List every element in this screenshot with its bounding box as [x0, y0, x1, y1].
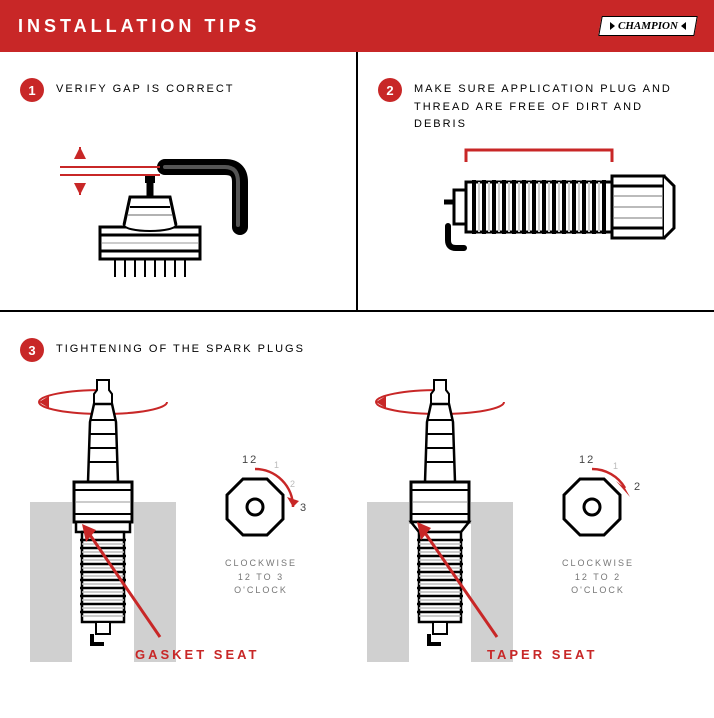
gap-illustration [20, 107, 320, 287]
plug-gasket: 12 1 2 3 CLOCKWISE12 TO 3 O'CLOCK GASKET… [20, 372, 357, 692]
plug-taper: 12 1 2 CLOCKWISE12 TO 2 O'CLOCK TAPER SE… [357, 372, 694, 692]
top-panels: 1 VERIFY GAP IS CORRECT [0, 52, 714, 312]
step-title: VERIFY GAP IS CORRECT [56, 78, 235, 99]
plugs-row: 12 1 2 3 CLOCKWISE12 TO 3 O'CLOCK GASKET… [20, 372, 694, 692]
step-title: TIGHTENING OF THE SPARK PLUGS [56, 338, 305, 359]
gasket-plug-illustration [20, 372, 370, 692]
panel-step-3: 3 TIGHTENING OF THE SPARK PLUGS [0, 312, 714, 718]
seat-label-taper: TAPER SEAT [487, 647, 597, 662]
step-number-badge: 3 [20, 338, 44, 362]
step-head: 3 TIGHTENING OF THE SPARK PLUGS [20, 338, 694, 362]
clock-instruction: CLOCKWISE12 TO 3 O'CLOCK [216, 557, 306, 598]
step-number-badge: 2 [378, 78, 402, 102]
brand-logo: CHAMPION [598, 16, 697, 36]
logo-text: CHAMPION [607, 20, 689, 32]
clock-num-2: 2 [290, 478, 297, 492]
taper-plug-illustration [357, 372, 707, 692]
panel-step-1: 1 VERIFY GAP IS CORRECT [0, 52, 358, 310]
step-head: 2 MAKE SURE APPLICATION PLUG AND THREAD … [378, 78, 694, 134]
seat-label-gasket: GASKET SEAT [135, 647, 260, 662]
step-head: 1 VERIFY GAP IS CORRECT [20, 78, 336, 102]
thread-illustration [378, 132, 678, 292]
clock-num-1: 1 [274, 459, 281, 473]
clock-num-1: 1 [613, 460, 620, 474]
clock-num-3: 3 [300, 500, 308, 517]
clock-num-12: 12 [579, 452, 595, 469]
header-bar: INSTALLATION TIPS CHAMPION [0, 0, 714, 52]
clock-num-12: 12 [242, 452, 258, 469]
clock-instruction: CLOCKWISE12 TO 2 O'CLOCK [553, 557, 643, 598]
clock-num-2: 2 [634, 479, 642, 496]
header-title: INSTALLATION TIPS [18, 16, 260, 37]
step-number-badge: 1 [20, 78, 44, 102]
panel-step-2: 2 MAKE SURE APPLICATION PLUG AND THREAD … [358, 52, 714, 310]
step-title: MAKE SURE APPLICATION PLUG AND THREAD AR… [414, 78, 694, 134]
